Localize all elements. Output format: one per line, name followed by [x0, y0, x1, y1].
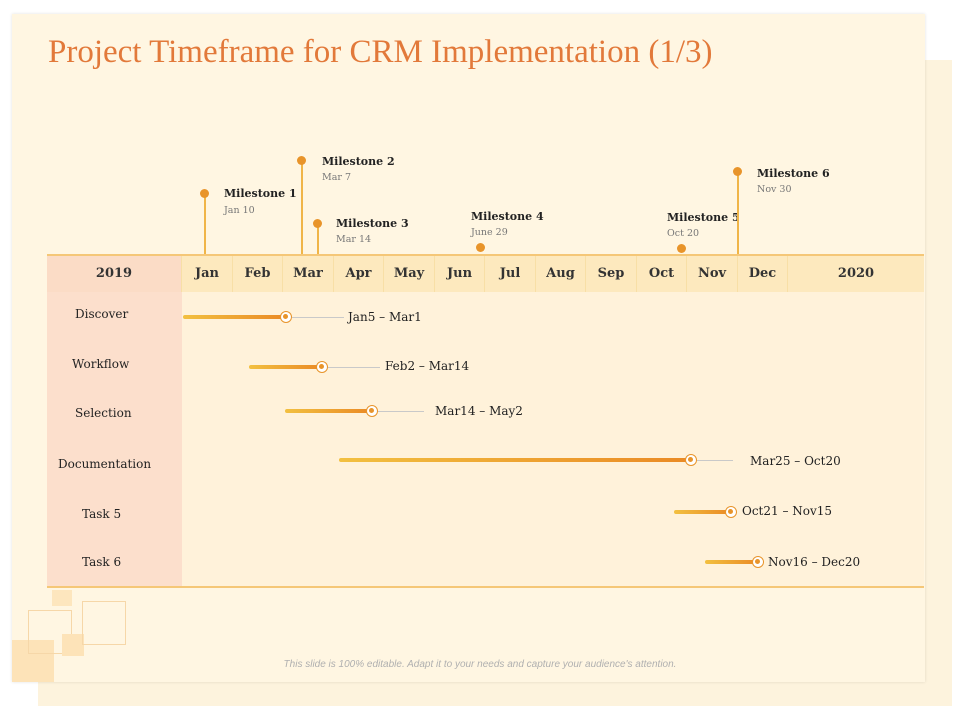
footer-note: This slide is 100% editable. Adapt it to…: [283, 659, 677, 670]
task-bar-handle[interactable]: [752, 556, 764, 568]
timeline-header: 2019 Jan Feb Mar Apr May Jun Jul Aug Sep…: [47, 254, 924, 294]
page-title: Project Timeframe for CRM Implementation…: [48, 34, 713, 70]
task-name: Task 5: [82, 507, 122, 521]
decor-square: [62, 634, 84, 656]
task-bar-handle[interactable]: [685, 454, 697, 466]
milestone-date: Mar 7: [322, 172, 351, 183]
task-bar-tail: [697, 460, 733, 461]
milestone-dot: [313, 219, 322, 228]
table-bottom-border: [47, 586, 924, 588]
milestone-label: Milestone 6: [757, 167, 830, 180]
task-bar: [285, 409, 372, 413]
milestone-dot: [733, 167, 742, 176]
task-bar-handle[interactable]: [366, 405, 378, 417]
milestone-date: Oct 20: [667, 228, 700, 239]
task-name: Task 6: [82, 555, 122, 569]
task-bar: [339, 458, 691, 462]
task-bar-handle[interactable]: [316, 361, 328, 373]
milestone-date: June 29: [471, 227, 508, 238]
task-row-selection: Selection: [47, 390, 924, 440]
task-range-label: Nov16 – Dec20: [768, 555, 861, 569]
milestone-label: Milestone 4: [471, 210, 544, 223]
header-month: May: [384, 256, 435, 292]
milestone-date: Mar 14: [336, 234, 372, 245]
milestone-dot: [677, 244, 686, 253]
task-row-workflow: Workflow: [47, 341, 924, 391]
task-row-task5: Task 5: [47, 488, 924, 538]
task-name: Discover: [75, 307, 129, 321]
task-name: Selection: [75, 406, 132, 420]
task-bar: [674, 510, 731, 514]
task-range-label: Feb2 – Mar14: [385, 359, 470, 373]
header-month: Jun: [435, 256, 485, 292]
header-month: Oct: [637, 256, 687, 292]
header-month: Nov: [687, 256, 738, 292]
decor-square: [12, 640, 54, 682]
milestone-dot: [476, 243, 485, 252]
header-month: Mar: [283, 256, 334, 292]
milestone-date: Nov 30: [757, 184, 792, 195]
task-name: Documentation: [58, 457, 152, 471]
milestone-date: Jan 10: [224, 205, 255, 216]
task-bar-tail: [328, 367, 380, 368]
task-row-discover: Discover: [47, 292, 924, 342]
task-bar-handle[interactable]: [280, 311, 292, 323]
header-year-end: 2020: [837, 266, 875, 281]
task-bar-tail: [378, 411, 424, 412]
header-year-start: 2019: [47, 256, 182, 292]
header-month: Dec: [738, 256, 788, 292]
milestone-dot: [200, 189, 209, 198]
milestone-label: Milestone 3: [336, 217, 409, 230]
task-range-label: Mar14 – May2: [435, 404, 523, 418]
milestone-label: Milestone 1: [224, 187, 297, 200]
decor-square: [82, 601, 126, 645]
task-bar: [705, 560, 758, 564]
task-range-label: Mar25 – Oct20: [750, 454, 841, 468]
task-row-documentation: Documentation: [47, 439, 924, 489]
milestone-label: Milestone 2: [322, 155, 395, 168]
header-month: Jan: [182, 256, 233, 292]
header-month: Aug: [536, 256, 586, 292]
task-row-task6: Task 6: [47, 537, 924, 587]
task-bar-tail: [292, 317, 344, 318]
task-range-label: Oct21 – Nov15: [742, 504, 833, 518]
task-range-label: Jan5 – Mar1: [348, 310, 422, 324]
header-month: Sep: [586, 256, 637, 292]
decor-square: [52, 590, 72, 606]
task-bar: [183, 315, 286, 319]
milestone-label: Milestone 5: [667, 211, 740, 224]
milestone-dot: [297, 156, 306, 165]
header-month: Feb: [233, 256, 283, 292]
task-bar: [249, 365, 322, 369]
decor-square: [28, 610, 72, 654]
task-bar-handle[interactable]: [725, 506, 737, 518]
header-month: Jul: [485, 256, 536, 292]
header-month: Apr: [334, 256, 384, 292]
task-name: Workflow: [72, 357, 130, 371]
